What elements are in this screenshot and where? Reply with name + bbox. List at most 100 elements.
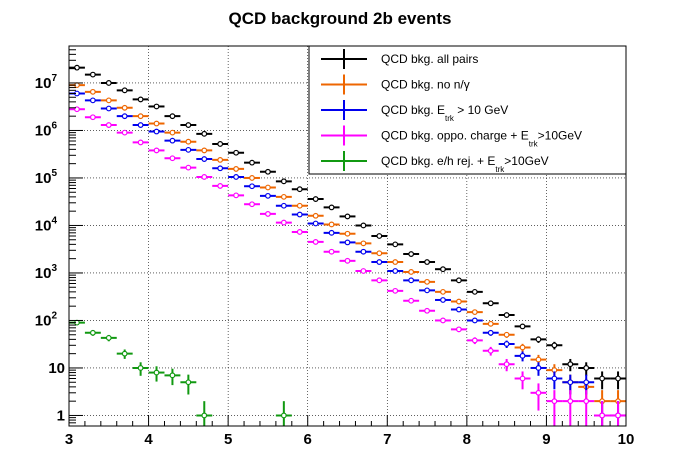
data-point — [339, 239, 356, 246]
data-point — [419, 307, 436, 314]
data-point — [371, 277, 388, 284]
data-point — [387, 287, 404, 294]
data-point — [69, 64, 85, 71]
y-tick-label: 105 — [35, 168, 58, 187]
data-point — [212, 157, 229, 163]
series-3 — [69, 106, 626, 426]
data-point — [116, 104, 133, 111]
y-tick-label-base: 10 — [35, 312, 52, 329]
data-point — [228, 192, 245, 199]
data-point — [323, 229, 340, 236]
data-point — [196, 401, 213, 426]
series-layer — [69, 64, 626, 426]
y-tick-label-exp: 5 — [51, 168, 57, 179]
legend-label: QCD bkg. Etrk > 10 GeV — [381, 103, 508, 123]
data-point — [387, 268, 404, 274]
data-point — [116, 113, 133, 120]
data-point — [259, 192, 276, 199]
data-point — [546, 390, 563, 426]
data-point — [180, 138, 197, 145]
data-point — [514, 371, 531, 390]
data-point — [132, 139, 149, 146]
data-point — [339, 230, 356, 237]
y-tick-label: 106 — [35, 120, 58, 139]
y-tick-label-base: 10 — [35, 170, 52, 187]
data-point — [259, 168, 276, 175]
data-point — [132, 362, 149, 376]
data-point — [132, 113, 149, 120]
data-point — [546, 364, 563, 379]
x-tick-label: 5 — [224, 431, 232, 448]
y-tick-label: 10 — [48, 360, 65, 377]
data-point — [355, 268, 372, 274]
data-point — [291, 186, 308, 193]
data-point — [164, 368, 181, 386]
data-point — [482, 329, 499, 336]
data-point — [387, 259, 404, 265]
data-point — [180, 374, 197, 395]
legend-label: QCD bkg. all pairs — [381, 52, 478, 66]
data-point — [371, 250, 388, 257]
data-point — [275, 401, 292, 426]
y-tick-label-base: 10 — [35, 122, 52, 139]
y-tick-label: 104 — [35, 215, 58, 234]
data-point — [371, 233, 388, 239]
data-point — [498, 331, 515, 338]
data-point — [84, 88, 101, 95]
data-point — [466, 337, 483, 345]
legend-label: QCD bkg. oppo. charge + Etrk>10GeV — [381, 129, 582, 149]
data-point — [594, 371, 611, 390]
data-point — [180, 146, 197, 153]
data-point — [180, 122, 197, 128]
data-point — [498, 312, 515, 318]
y-tick-label: 1 — [57, 407, 65, 424]
data-point — [244, 201, 260, 208]
data-point — [339, 257, 356, 264]
data-point — [291, 211, 308, 218]
data-point — [546, 341, 563, 350]
legend-item: QCD bkg. all pairs — [321, 49, 478, 69]
data-point — [450, 326, 467, 333]
data-point — [450, 306, 467, 313]
data-point — [84, 71, 101, 78]
y-tick-label-exp: 3 — [51, 263, 57, 274]
chart-title: QCD background 2b events — [229, 9, 452, 28]
data-point — [498, 340, 515, 348]
x-tick-label: 6 — [304, 431, 312, 448]
y-tick-label-exp: 7 — [51, 73, 57, 84]
data-point — [196, 174, 213, 180]
legend-label: QCD bkg. no n/γ — [381, 78, 470, 92]
data-point — [84, 97, 101, 104]
series-2 — [69, 90, 626, 426]
data-point — [530, 336, 547, 343]
y-tick-label-base: 10 — [35, 75, 52, 92]
data-point — [355, 248, 372, 255]
y-tick-label: 103 — [35, 263, 58, 282]
data-point — [84, 114, 101, 121]
data-point — [419, 287, 436, 294]
x-tick-label: 7 — [383, 431, 391, 448]
legend-label: QCD bkg. e/h rej. + Etrk>10GeV — [381, 154, 549, 174]
data-point — [307, 239, 324, 245]
data-point — [450, 277, 467, 284]
data-point — [164, 129, 181, 136]
data-point — [466, 288, 483, 295]
x-tick-label: 4 — [144, 431, 153, 448]
data-point — [84, 329, 101, 336]
data-point — [578, 362, 595, 376]
y-tick-label-base: 10 — [35, 217, 52, 234]
data-point — [594, 401, 611, 426]
data-point — [164, 113, 181, 120]
legend-item: QCD bkg. Etrk > 10 GeV — [321, 100, 508, 123]
y-tick-label-exp: 2 — [51, 310, 57, 321]
data-point — [498, 358, 515, 372]
data-point — [100, 97, 117, 104]
y-tick-label-base: 1 — [57, 407, 65, 424]
data-point — [228, 174, 245, 180]
data-point — [244, 175, 260, 181]
data-point — [610, 401, 626, 426]
data-point — [100, 80, 117, 86]
data-point — [435, 266, 451, 273]
